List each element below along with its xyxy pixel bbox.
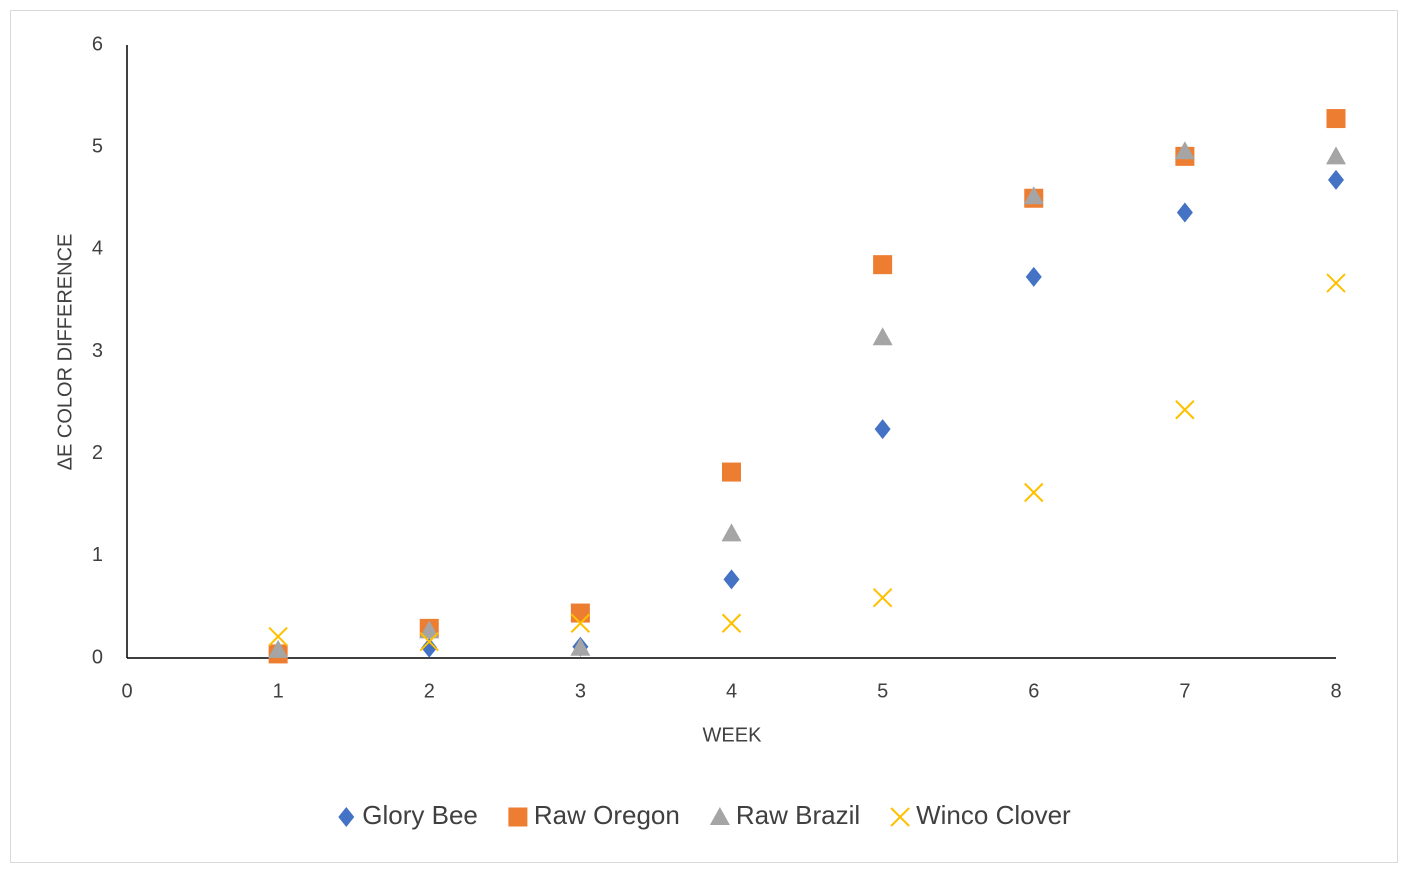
marker-x	[1024, 482, 1044, 503]
marker-x	[1175, 400, 1195, 420]
marker-diamond	[338, 807, 355, 827]
legend-label: Winco Clover	[916, 800, 1071, 830]
marker-triangle	[1326, 146, 1346, 165]
marker-x	[419, 631, 439, 652]
marker-diamond	[1025, 266, 1042, 287]
chart-border	[10, 10, 1398, 863]
marker-x	[721, 613, 742, 633]
x-tick-label: 1	[273, 680, 284, 702]
legend-label: Raw Brazil	[736, 800, 860, 830]
legend-item: Winco Clover	[890, 800, 1071, 830]
marker-diamond	[874, 419, 891, 440]
marker-triangle	[721, 523, 742, 542]
x-tick-label: 0	[121, 680, 132, 702]
legend-item: Raw Oregon	[508, 800, 680, 830]
x-axis-label: WEEK	[703, 724, 763, 746]
marker-x	[1326, 273, 1346, 293]
marker-triangle	[570, 637, 591, 656]
y-tick-label: 2	[92, 442, 103, 464]
marker-square	[508, 807, 528, 827]
y-tick-label: 3	[92, 340, 103, 362]
marker-x	[268, 626, 288, 647]
marker-square	[570, 603, 590, 623]
marker-triangle	[268, 639, 289, 658]
legend-label: Glory Bee	[362, 800, 478, 830]
marker-triangle	[1174, 141, 1195, 160]
x-tick-label: 8	[1330, 680, 1341, 702]
marker-x	[872, 588, 893, 608]
marker-square	[1326, 109, 1346, 129]
marker-diamond	[1176, 202, 1193, 223]
marker-diamond	[421, 637, 438, 658]
marker-x	[570, 613, 591, 633]
marker-triangle	[419, 620, 440, 639]
legend-label: Raw Oregon	[534, 800, 680, 830]
marker-triangle	[872, 327, 893, 346]
marker-triangle	[1023, 186, 1044, 205]
y-tick-label: 1	[92, 544, 103, 566]
marker-diamond	[723, 569, 740, 590]
marker-square	[722, 462, 741, 482]
y-tick-label: 4	[92, 238, 103, 260]
x-tick-label: 4	[726, 680, 737, 702]
y-tick-label: 5	[92, 135, 103, 157]
marker-diamond	[1328, 169, 1344, 190]
marker-x	[890, 807, 910, 827]
x-tick-label: 2	[424, 680, 435, 702]
y-axis-label: ΔE COLOR DIFFERENCE	[54, 234, 76, 471]
x-tick-label: 7	[1179, 680, 1190, 702]
x-tick-label: 3	[575, 680, 586, 702]
legend: Glory Bee Raw Oregon Raw Brazil Winco Clove…	[338, 800, 1071, 830]
y-tick-label: 0	[92, 646, 103, 668]
marker-square	[873, 255, 893, 275]
x-tick-label: 5	[877, 680, 888, 702]
x-tick-label: 6	[1028, 680, 1039, 702]
legend-item: Raw Brazil	[709, 800, 860, 830]
legend-item: Glory Bee	[338, 800, 478, 830]
y-tick-label: 6	[92, 33, 103, 55]
marker-triangle	[709, 807, 730, 825]
